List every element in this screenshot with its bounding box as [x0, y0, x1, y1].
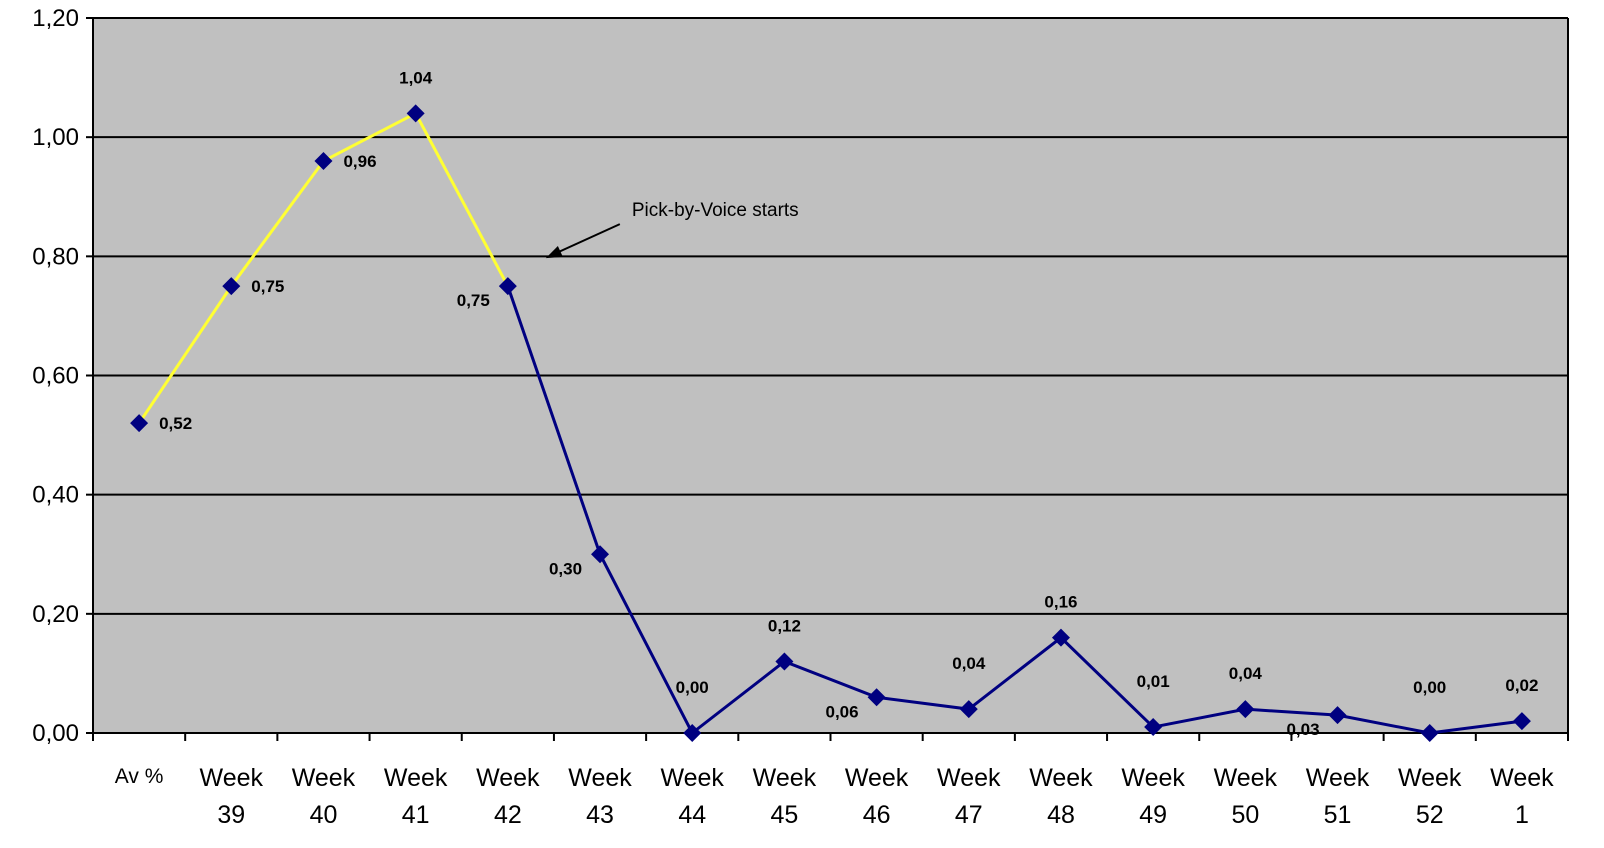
data-label: 0,75	[251, 277, 284, 296]
annotation-arrow	[553, 223, 621, 256]
x-tick-label: 39	[217, 801, 245, 829]
data-point	[683, 724, 702, 742]
data-point	[498, 277, 517, 296]
data-label: 0,75	[457, 291, 490, 310]
data-point	[314, 152, 333, 170]
data-point	[1144, 718, 1163, 737]
data-label: 0,16	[1044, 593, 1077, 612]
x-tick-label: 40	[310, 801, 338, 829]
annotation-arrowhead	[545, 245, 563, 259]
data-point	[1512, 712, 1531, 731]
y-tick-label: 1,00	[32, 124, 79, 151]
series-line	[506, 285, 1523, 736]
x-tick-label: 41	[402, 801, 430, 829]
x-tick-label: 1	[1515, 801, 1529, 829]
data-point	[222, 277, 241, 296]
x-tick-label: Week	[292, 764, 356, 792]
x-tick-label: Week	[568, 764, 632, 792]
data-label: 0,12	[768, 617, 801, 636]
data-label: 0,00	[676, 678, 709, 697]
data-point	[1328, 706, 1347, 725]
data-label: 0,04	[1229, 664, 1263, 683]
gridlines	[93, 17, 1568, 615]
data-point	[130, 414, 149, 433]
x-tick-label: Week	[1306, 764, 1370, 792]
x-tick-label: Week	[476, 764, 540, 792]
annotation-text: Pick-by-Voice starts	[632, 200, 799, 221]
y-tick-label: 0,40	[32, 482, 79, 509]
data-point	[1420, 724, 1439, 742]
data-label: 0,01	[1137, 672, 1170, 691]
data-point	[1051, 628, 1070, 647]
annotation: Pick-by-Voice starts	[545, 200, 799, 259]
data-point	[591, 545, 610, 564]
x-tick-label: 47	[955, 801, 983, 829]
x-tick-label: Week	[845, 764, 909, 792]
data-point	[406, 104, 425, 123]
data-point	[867, 688, 886, 707]
x-tick-label: Week	[937, 764, 1001, 792]
x-tick-label: Av %	[115, 765, 164, 788]
y-tick-label: 0,00	[32, 720, 79, 747]
data-point	[775, 652, 794, 671]
data-point	[959, 700, 978, 719]
data-label: 0,00	[1413, 678, 1446, 697]
y-tick-label: 1,20	[32, 5, 79, 32]
data-label: 0,04	[952, 654, 986, 673]
x-tick-label: 49	[1139, 801, 1167, 829]
y-tick-label: 0,80	[32, 243, 79, 270]
x-tick-label: Week	[660, 764, 724, 792]
x-tick-label: 52	[1416, 801, 1444, 829]
x-tick-label: Week	[200, 764, 264, 792]
data-labels: 0,52 0,75 0,96 1,04 0,75 0,30 0,00 0,12 0,06 0,04…	[159, 68, 1538, 739]
data-label: 1,04	[399, 68, 433, 87]
series-markers	[130, 104, 1531, 742]
data-label: 0,96	[343, 152, 376, 171]
data-label: 0,52	[159, 414, 192, 433]
data-label: 0,06	[826, 702, 859, 721]
x-tick-label: 44	[678, 801, 706, 829]
x-tick-label: 42	[494, 801, 522, 829]
x-tick-label: 51	[1324, 801, 1352, 829]
x-tick-label: 50	[1231, 801, 1259, 829]
x-tick-label: Week	[1398, 764, 1462, 792]
x-tick-label: Week	[753, 764, 817, 792]
x-tick-label: Week	[1029, 764, 1093, 792]
x-tick-label: 45	[771, 801, 799, 829]
x-tick-label: Week	[384, 764, 448, 792]
x-tick-label: Week	[1490, 764, 1554, 792]
x-tick-label: Week	[1214, 764, 1278, 792]
x-tick-label: 43	[586, 801, 614, 829]
data-point	[1236, 700, 1255, 719]
data-label: 0,03	[1286, 720, 1319, 739]
x-axis-ticks: Av % Week 39 Week 40 Week 41 Week 42 Week 43 Week 44…	[92, 733, 1569, 829]
y-tick-label: 0,60	[32, 363, 79, 390]
x-tick-label: 48	[1047, 801, 1075, 829]
y-axis-ticks: 0,00 0,20 0,40 0,60 0,80 1,00 1,20	[32, 5, 93, 747]
x-tick-label: 46	[863, 801, 891, 829]
data-label: 0,30	[549, 559, 582, 578]
y-tick-label: 0,20	[32, 601, 79, 628]
data-label: 0,02	[1505, 676, 1538, 695]
x-tick-label: Week	[1121, 764, 1185, 792]
